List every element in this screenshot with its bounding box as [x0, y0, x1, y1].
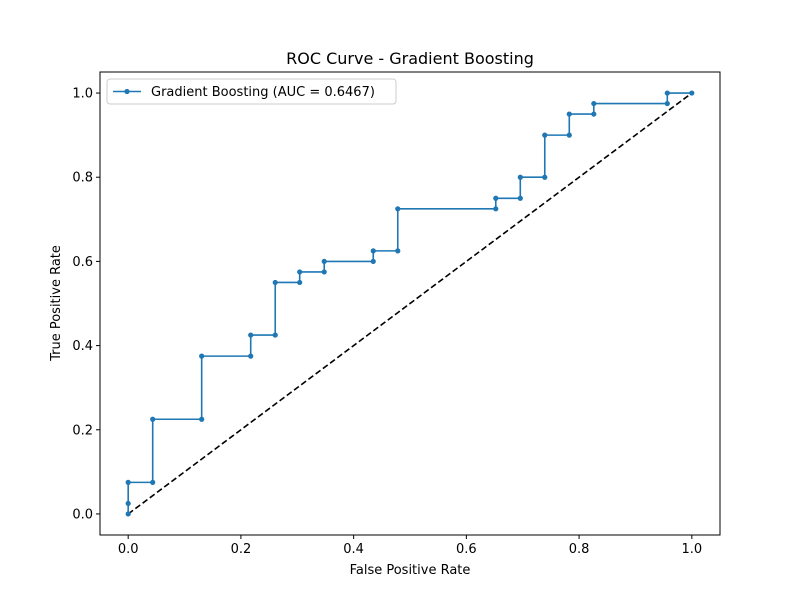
roc-point	[321, 269, 327, 275]
roc-point	[150, 416, 156, 422]
roc-point	[591, 111, 597, 117]
roc-point	[493, 195, 499, 201]
y-axis-ticks: 0.0 0.2 0.4 0.6 0.8 1.0	[72, 87, 100, 522]
roc-point	[591, 100, 597, 107]
roc-point	[248, 332, 254, 338]
x-tick-label: 0.4	[343, 542, 364, 557]
x-axis-label: False Positive Rate	[350, 563, 471, 578]
roc-point	[272, 332, 278, 338]
legend: Gradient Boosting (AUC = 0.6467)	[106, 78, 397, 105]
roc-point	[517, 195, 523, 201]
roc-point	[566, 132, 572, 138]
roc-curve-line	[127, 92, 692, 514]
y-tick-label: 0.4	[72, 339, 93, 354]
roc-point	[370, 248, 376, 254]
legend-marker-swatch	[124, 88, 130, 95]
roc-point	[395, 248, 401, 254]
roc-point	[493, 206, 499, 212]
roc-point	[517, 174, 523, 180]
y-tick-label: 0.6	[72, 255, 93, 270]
roc-point	[297, 269, 303, 275]
series-layer	[125, 90, 695, 517]
roc-point	[199, 416, 205, 422]
roc-point	[248, 353, 254, 359]
roc-point	[125, 500, 131, 507]
roc-point	[566, 111, 572, 117]
x-tick-label: 0.0	[118, 542, 139, 557]
x-tick-label: 0.2	[231, 542, 252, 557]
roc-point	[689, 90, 695, 96]
roc-point	[395, 206, 401, 212]
roc-point	[370, 258, 376, 265]
y-tick-label: 0.2	[72, 423, 93, 438]
chart-title: ROC Curve - Gradient Boosting	[286, 49, 534, 68]
roc-point	[664, 90, 670, 96]
x-tick-label: 0.8	[569, 542, 590, 557]
roc-point	[272, 279, 278, 286]
roc-point	[542, 174, 548, 180]
roc-point	[199, 353, 205, 359]
roc-point	[150, 479, 156, 485]
roc-point	[125, 479, 131, 485]
y-tick-label: 1.0	[72, 87, 93, 102]
legend-label: Gradient Boosting (AUC = 0.6467)	[151, 85, 375, 100]
roc-point	[125, 511, 131, 517]
y-axis-label: True Positive Rate	[49, 245, 64, 362]
roc-point	[542, 132, 548, 138]
roc-point	[321, 258, 327, 265]
roc-point	[297, 279, 303, 286]
x-tick-label: 0.6	[456, 542, 477, 557]
x-tick-label: 1.0	[681, 542, 702, 557]
chance-diagonal-line	[127, 92, 693, 515]
x-axis-ticks: 0.0 0.2 0.4 0.6 0.8 1.0	[118, 535, 702, 557]
y-tick-label: 0.0	[72, 507, 93, 522]
roc-point	[664, 100, 670, 107]
y-tick-label: 0.8	[72, 171, 93, 186]
legend-box	[106, 78, 397, 105]
